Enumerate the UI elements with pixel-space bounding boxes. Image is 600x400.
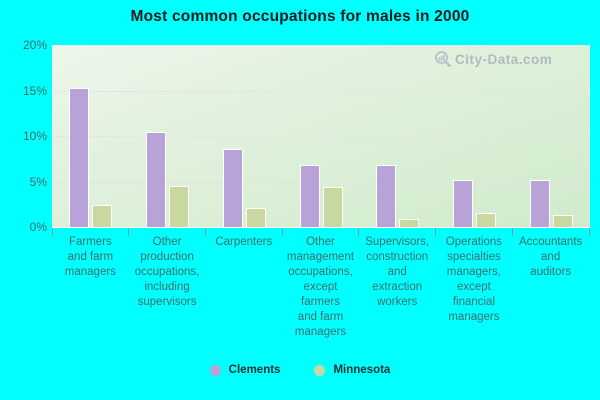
x-tick-5 (435, 228, 437, 236)
y-tick-label-10%: 10% (22, 129, 47, 143)
x-category-label-4: Supervisors, construction and extraction… (365, 236, 430, 308)
bar-clements-0 (69, 87, 90, 227)
bar-clements-4 (376, 165, 397, 227)
city-data-watermark: City-Data.com (434, 50, 552, 68)
chart-title: Most common occupations for males in 200… (130, 8, 470, 25)
x-tick-6 (511, 228, 513, 236)
watermark-text: City-Data.com (455, 51, 553, 67)
bar-minnesota-6 (552, 215, 573, 227)
y-tick-label-15%: 15% (22, 83, 47, 98)
x-tick-0 (51, 228, 53, 236)
gridline-10 (52, 136, 589, 137)
gridline-5 (52, 181, 589, 183)
legend-label-minnesota: Minnesota (333, 364, 391, 376)
plot-area (52, 45, 590, 228)
x-category-label-1: Other production occupations, including … (134, 236, 200, 308)
bar-clements-3 (299, 165, 320, 227)
y-tick-label-5%: 5% (29, 174, 47, 189)
x-tick-3 (281, 228, 283, 236)
x-category-label-2: Carpenters (215, 236, 273, 248)
legend-label-clements: Clements (228, 364, 281, 376)
bar-clements-2 (222, 148, 243, 227)
gridline-15 (52, 90, 589, 92)
x-category-label-3: Other management occupations, except far… (286, 236, 355, 338)
legend-swatch-minnesota (314, 364, 326, 376)
x-category-label-5: Operations specialties managers, except … (445, 236, 503, 323)
y-tick-label-20%: 20% (22, 38, 47, 52)
legend-swatch-clements (209, 364, 221, 376)
legend-item-clements: Clements (209, 364, 281, 376)
y-tick-label-0%: 0% (29, 220, 47, 234)
bar-minnesota-3 (322, 186, 343, 227)
legend: Clements Minnesota (0, 364, 600, 376)
bar-minnesota-5 (475, 213, 496, 227)
gridline-20 (52, 45, 589, 46)
x-category-label-6: Accountants and auditors (518, 236, 583, 278)
bar-minnesota-0 (92, 205, 113, 227)
bar-clements-6 (529, 179, 550, 227)
bar-clements-1 (146, 132, 167, 227)
x-tick-7 (588, 228, 590, 236)
bar-minnesota-1 (169, 186, 190, 227)
bar-minnesota-4 (399, 218, 420, 227)
bar-minnesota-2 (245, 207, 266, 227)
x-tick-2 (204, 228, 206, 236)
x-category-label-0: Farmers and farm managers (64, 236, 116, 278)
bar-clements-5 (452, 179, 473, 227)
legend-item-minnesota: Minnesota (314, 364, 390, 376)
x-tick-1 (128, 228, 130, 236)
magnifier-icon (435, 51, 452, 68)
x-tick-4 (358, 228, 360, 236)
